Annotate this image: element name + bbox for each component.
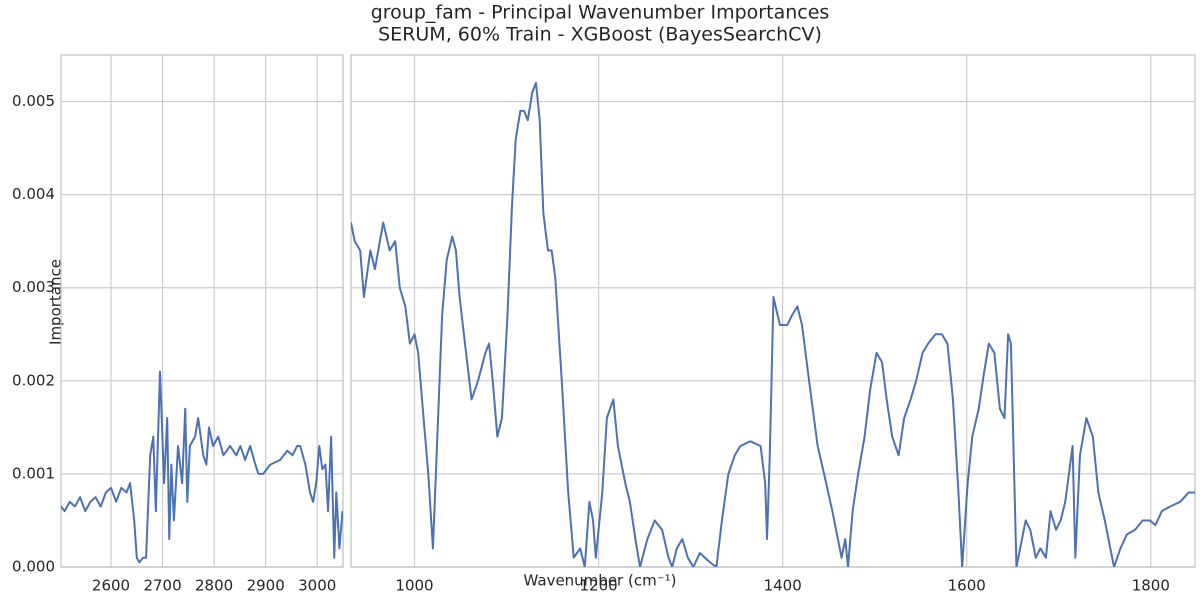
x-tick-label: 2900 bbox=[247, 577, 285, 595]
data-line bbox=[351, 81, 1195, 567]
x-tick-label: 2700 bbox=[143, 577, 181, 595]
panel-frame bbox=[60, 54, 344, 568]
y-tick-label: 0.003 bbox=[12, 278, 55, 296]
x-tick-label: 1000 bbox=[395, 577, 433, 595]
x-tick-label: 1400 bbox=[764, 577, 802, 595]
y-tick-label: 0.002 bbox=[12, 371, 55, 389]
panel-frame bbox=[350, 54, 1196, 568]
x-tick-label: 2600 bbox=[92, 577, 130, 595]
chart-title: group_fam - Principal Wavenumber Importa… bbox=[371, 2, 830, 24]
x-tick-label: 3000 bbox=[298, 577, 336, 595]
x-tick-label: 1200 bbox=[579, 577, 617, 595]
x-tick-label: 1600 bbox=[948, 577, 986, 595]
y-tick-label: 0.005 bbox=[12, 92, 55, 110]
x-tick-label: 1800 bbox=[1132, 577, 1170, 595]
x-axis-label: Wavenumber (cm⁻¹) bbox=[524, 572, 677, 590]
y-tick-label: 0.000 bbox=[12, 558, 55, 576]
y-tick-label: 0.001 bbox=[12, 464, 55, 482]
data-line bbox=[61, 370, 343, 564]
x-tick-label: 2800 bbox=[195, 577, 233, 595]
chart-subtitle: SERUM, 60% Train - XGBoost (BayesSearchC… bbox=[378, 24, 822, 46]
y-tick-label: 0.004 bbox=[12, 185, 55, 203]
y-axis-label: Importance bbox=[47, 259, 65, 345]
